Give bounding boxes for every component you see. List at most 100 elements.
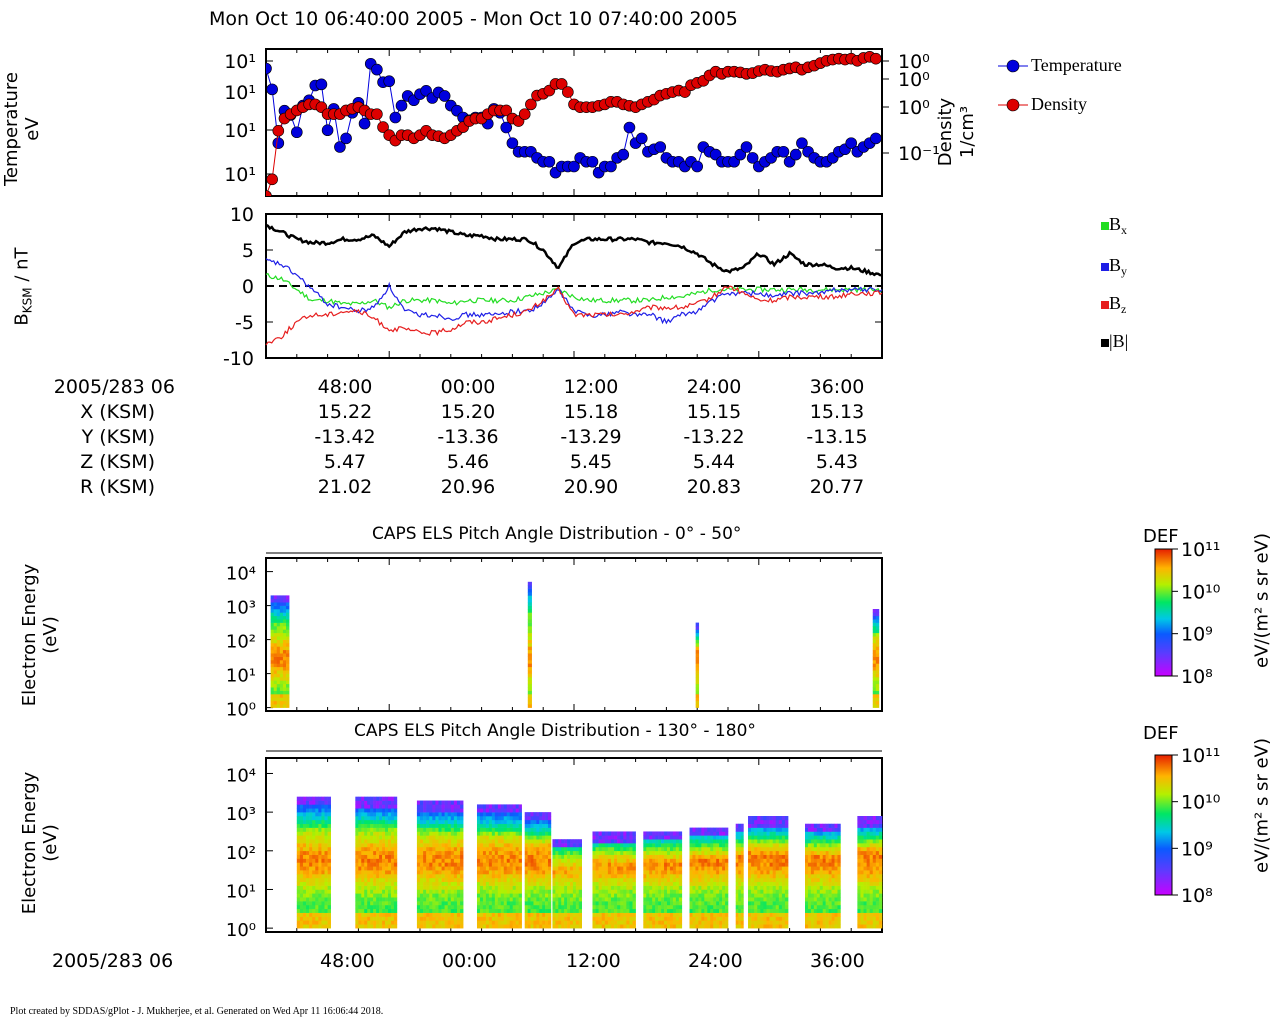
spectrogram-cell: [527, 598, 532, 603]
spectrogram-cell: [655, 885, 659, 890]
spectrogram-cell: [632, 920, 636, 925]
spectrogram-cell: [807, 924, 812, 929]
spectrogram-cell: [572, 862, 577, 867]
spectrogram-cell: [545, 897, 549, 902]
spectrogram-cell: [456, 846, 461, 852]
spectrogram-cell: [629, 831, 633, 836]
spectrogram-cell: [617, 920, 621, 925]
spectrogram-cell: [382, 800, 386, 805]
spectrogram-cell: [309, 823, 313, 828]
spectrogram-cell: [432, 874, 436, 879]
spectrogram-cell: [539, 885, 543, 890]
spectrogram-cell: [735, 835, 739, 840]
spectrogram-cell: [447, 800, 452, 805]
spectrogram-cell: [376, 908, 380, 913]
spectrogram-cell: [302, 827, 307, 832]
spectrogram-cell: [485, 843, 490, 848]
spectrogram-cell: [296, 800, 301, 805]
spectrogram-cell: [710, 885, 714, 890]
spectrogram-cell: [494, 812, 499, 817]
spectrogram-cell: [327, 835, 331, 840]
spectrogram-cell: [604, 874, 609, 879]
spectrogram-cell: [695, 843, 699, 848]
spectrogram-cell: [646, 908, 650, 913]
spectrogram-cell: [361, 866, 365, 871]
spectrogram-cell: [518, 843, 522, 848]
spectrogram-cell: [524, 901, 528, 906]
spectrogram-cell: [695, 704, 700, 708]
spectrogram-cell: [367, 889, 371, 894]
spectrogram-cell: [698, 839, 702, 844]
spectrogram-cell: [509, 812, 514, 817]
spectrogram-cell: [857, 854, 861, 859]
spectrogram-cell: [435, 858, 439, 863]
spectrogram-cell: [447, 866, 452, 871]
spectrogram-cell: [488, 843, 493, 848]
spectrogram-cell: [661, 874, 665, 879]
spectrogram-cell: [760, 924, 764, 929]
spectrogram-cell: [426, 889, 430, 894]
spectrogram-cell: [476, 808, 481, 813]
spectrogram-cell: [518, 866, 522, 871]
spectrogram-cell: [494, 854, 499, 859]
spectrogram-cell: [536, 881, 540, 886]
spectrogram-cell: [524, 850, 528, 855]
spectrogram-cell: [273, 660, 278, 664]
spectrogram-cell: [420, 877, 424, 883]
spectrogram-cell: [485, 819, 490, 825]
spectrogram-cell: [598, 889, 603, 894]
spectrogram-cell: [420, 804, 424, 809]
spectrogram-cell: [390, 893, 395, 898]
spectrogram-cell: [807, 912, 812, 917]
spectrogram-cell: [321, 874, 325, 879]
spectrogram-cell: [757, 870, 761, 875]
spectrogram-cell: [704, 897, 708, 902]
spectrogram-cell: [286, 660, 290, 664]
spectrogram-cell: [601, 897, 606, 902]
spectrogram-cell: [769, 846, 773, 852]
spectrogram-cell: [416, 843, 421, 848]
spectrogram-cell: [831, 843, 835, 848]
spectrogram-cell: [444, 808, 449, 813]
spectrogram-cell: [689, 881, 693, 886]
spectrogram-cell: [661, 885, 665, 890]
spectrogram-cell: [778, 901, 783, 906]
spectrogram-cell: [704, 862, 708, 867]
spectrogram-cell: [646, 904, 650, 910]
spectrogram-cell: [309, 846, 313, 852]
spectrogram-cell: [488, 831, 493, 836]
spectrogram-cell: [512, 870, 516, 875]
spectrogram-cell: [432, 866, 436, 871]
spectrogram-cell: [497, 870, 502, 875]
spectrogram-cell: [545, 885, 549, 890]
spectrogram-cell: [810, 877, 815, 883]
spectrogram-cell: [738, 850, 742, 855]
spectrogram-cell: [355, 846, 359, 852]
spectrogram-cell: [515, 874, 519, 879]
spectrogram-cell: [816, 889, 821, 894]
spectrogram-cell: [672, 908, 677, 913]
spectrogram-cell: [701, 908, 705, 913]
spectrogram-cell: [740, 877, 744, 883]
spectrogram-cell: [719, 827, 723, 832]
spectrogram-cell: [456, 897, 461, 902]
spectrogram-cell: [825, 839, 829, 844]
spectrogram-cell: [536, 858, 540, 863]
spectrogram-cell: [385, 839, 389, 844]
spectrogram-cell: [509, 804, 514, 809]
spectrogram-cell: [321, 866, 325, 871]
spectrogram-cell: [766, 897, 770, 902]
spectrogram-cell: [643, 885, 647, 890]
spectrogram-cell: [355, 827, 359, 832]
spectrogram-cell: [828, 850, 832, 855]
spectrogram-cell: [807, 870, 812, 875]
spectrogram-cell: [572, 901, 577, 906]
spectrogram-cell: [545, 862, 549, 867]
spectrogram-cell: [438, 901, 442, 906]
spectrogram-cell: [276, 690, 281, 695]
spectrogram-cell: [542, 866, 546, 871]
spectrogram-cell: [816, 874, 821, 879]
spectrogram-cell: [763, 866, 767, 871]
spectrogram-cell: [450, 839, 455, 844]
spectrogram-cell: [632, 893, 636, 898]
